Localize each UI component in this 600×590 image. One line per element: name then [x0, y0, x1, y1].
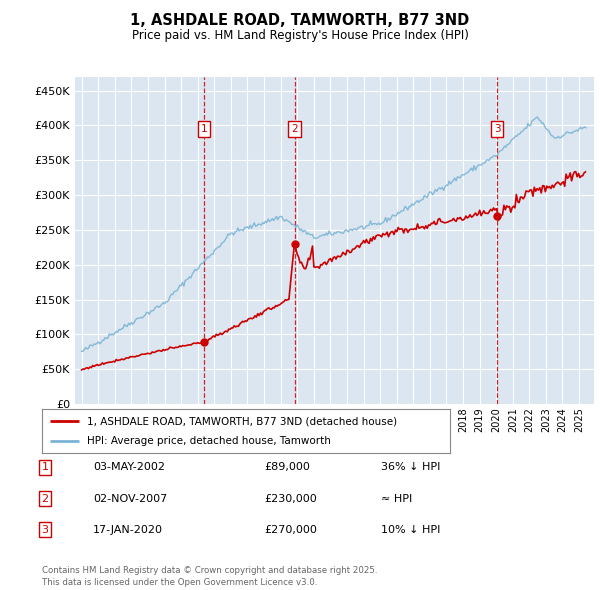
Text: 17-JAN-2020: 17-JAN-2020 — [93, 525, 163, 535]
Text: Price paid vs. HM Land Registry's House Price Index (HPI): Price paid vs. HM Land Registry's House … — [131, 30, 469, 42]
Text: 1, ASHDALE ROAD, TAMWORTH, B77 3ND (detached house): 1, ASHDALE ROAD, TAMWORTH, B77 3ND (deta… — [87, 416, 397, 426]
Text: 2: 2 — [291, 124, 298, 134]
Text: £270,000: £270,000 — [264, 525, 317, 535]
Text: 3: 3 — [41, 525, 49, 535]
Text: 3: 3 — [494, 124, 500, 134]
Text: 1: 1 — [41, 463, 49, 472]
Text: 36% ↓ HPI: 36% ↓ HPI — [381, 463, 440, 472]
Text: £89,000: £89,000 — [264, 463, 310, 472]
Text: 03-MAY-2002: 03-MAY-2002 — [93, 463, 165, 472]
Text: 02-NOV-2007: 02-NOV-2007 — [93, 494, 167, 503]
Text: 1: 1 — [200, 124, 207, 134]
Text: HPI: Average price, detached house, Tamworth: HPI: Average price, detached house, Tamw… — [87, 436, 331, 446]
Text: 2: 2 — [41, 494, 49, 503]
Text: ≈ HPI: ≈ HPI — [381, 494, 412, 503]
Text: Contains HM Land Registry data © Crown copyright and database right 2025.
This d: Contains HM Land Registry data © Crown c… — [42, 566, 377, 587]
Text: £230,000: £230,000 — [264, 494, 317, 503]
Text: 10% ↓ HPI: 10% ↓ HPI — [381, 525, 440, 535]
Text: 1, ASHDALE ROAD, TAMWORTH, B77 3ND: 1, ASHDALE ROAD, TAMWORTH, B77 3ND — [130, 13, 470, 28]
